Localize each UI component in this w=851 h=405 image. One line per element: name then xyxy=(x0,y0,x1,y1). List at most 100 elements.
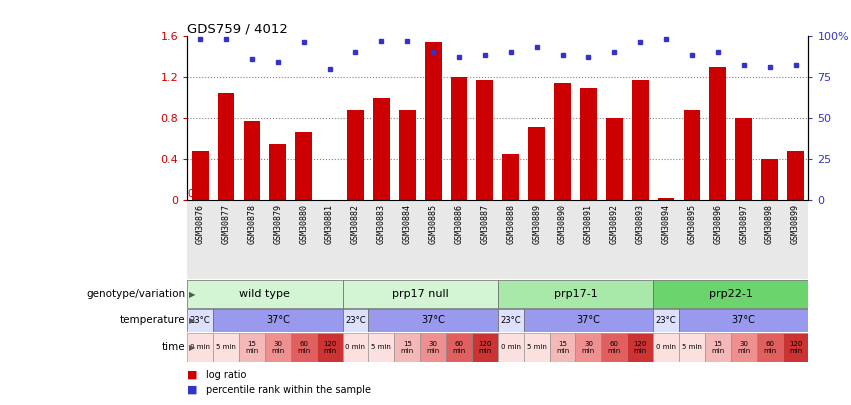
Bar xyxy=(368,309,498,332)
Bar xyxy=(291,333,317,362)
Text: temperature: temperature xyxy=(120,315,186,325)
Text: GSM30876: GSM30876 xyxy=(196,205,204,245)
Text: 60
min: 60 min xyxy=(763,341,776,354)
Text: 5 min: 5 min xyxy=(216,344,236,350)
Text: ▶: ▶ xyxy=(189,316,196,325)
Text: 23°C: 23°C xyxy=(656,316,677,325)
Text: genotype/variation: genotype/variation xyxy=(87,289,186,299)
Text: 23°C: 23°C xyxy=(346,316,366,325)
Text: GSM30896: GSM30896 xyxy=(713,205,722,245)
Bar xyxy=(735,118,752,200)
Bar xyxy=(270,144,286,200)
Text: wild type: wild type xyxy=(239,289,290,299)
Bar xyxy=(679,333,705,362)
Bar xyxy=(627,333,653,362)
Text: 0: 0 xyxy=(187,189,193,199)
Bar xyxy=(213,333,239,362)
Bar xyxy=(783,333,808,362)
Bar xyxy=(658,198,675,200)
Bar xyxy=(710,67,726,200)
Text: 30
min: 30 min xyxy=(271,341,284,354)
Text: GSM30884: GSM30884 xyxy=(403,205,412,245)
Bar xyxy=(653,333,679,362)
Bar xyxy=(295,132,312,200)
Bar xyxy=(342,333,368,362)
Bar xyxy=(523,309,653,332)
Text: prp22-1: prp22-1 xyxy=(709,289,753,299)
Bar xyxy=(498,280,653,308)
Bar xyxy=(191,151,208,200)
Text: 0 min: 0 min xyxy=(190,344,210,350)
Text: GSM30887: GSM30887 xyxy=(481,205,489,245)
Text: 5 min: 5 min xyxy=(371,344,391,350)
Text: GSM30888: GSM30888 xyxy=(506,205,515,245)
Text: 15
min: 15 min xyxy=(401,341,414,354)
Bar xyxy=(550,333,575,362)
Bar xyxy=(653,309,679,332)
Text: 60
min: 60 min xyxy=(453,341,465,354)
Text: GSM30880: GSM30880 xyxy=(300,205,308,245)
Bar xyxy=(705,333,731,362)
Bar xyxy=(580,88,597,200)
Text: 37°C: 37°C xyxy=(732,315,756,325)
Text: GSM30881: GSM30881 xyxy=(325,205,334,245)
Bar xyxy=(606,118,623,200)
Text: 5 min: 5 min xyxy=(527,344,546,350)
Bar xyxy=(218,93,235,200)
Text: GSM30897: GSM30897 xyxy=(740,205,748,245)
Bar xyxy=(472,333,498,362)
Bar xyxy=(342,309,368,332)
Text: 5 min: 5 min xyxy=(682,344,702,350)
Text: GSM30877: GSM30877 xyxy=(221,205,231,245)
Bar xyxy=(420,333,446,362)
Bar xyxy=(523,333,550,362)
Text: 60
min: 60 min xyxy=(297,341,311,354)
Bar xyxy=(187,280,342,308)
Text: GSM30883: GSM30883 xyxy=(377,205,386,245)
Text: 30
min: 30 min xyxy=(582,341,595,354)
Text: 37°C: 37°C xyxy=(421,315,445,325)
Bar xyxy=(394,333,420,362)
Text: GDS759 / 4012: GDS759 / 4012 xyxy=(187,22,288,35)
Text: 120
min: 120 min xyxy=(633,341,647,354)
Bar xyxy=(679,309,808,332)
Text: ■: ■ xyxy=(187,369,197,379)
Bar xyxy=(502,154,519,200)
Bar xyxy=(265,333,291,362)
Text: GSM30895: GSM30895 xyxy=(688,205,696,245)
Bar xyxy=(653,280,808,308)
Text: GSM30894: GSM30894 xyxy=(661,205,671,245)
Bar xyxy=(554,83,571,200)
Text: 30
min: 30 min xyxy=(737,341,751,354)
Text: prp17 null: prp17 null xyxy=(391,289,448,299)
Bar xyxy=(498,309,523,332)
Text: time: time xyxy=(162,342,186,352)
Text: 0 min: 0 min xyxy=(500,344,521,350)
Bar xyxy=(528,127,545,200)
Text: GSM30878: GSM30878 xyxy=(248,205,256,245)
Text: ▶: ▶ xyxy=(189,290,196,298)
Text: GSM30889: GSM30889 xyxy=(532,205,541,245)
Text: 15
min: 15 min xyxy=(556,341,569,354)
Text: prp17-1: prp17-1 xyxy=(554,289,597,299)
Bar xyxy=(631,79,648,200)
Bar xyxy=(683,110,700,200)
Text: GSM30882: GSM30882 xyxy=(351,205,360,245)
Bar xyxy=(498,333,523,362)
Bar xyxy=(450,77,467,200)
Text: 120
min: 120 min xyxy=(323,341,336,354)
Text: GSM30892: GSM30892 xyxy=(610,205,619,245)
Text: 120
min: 120 min xyxy=(789,341,802,354)
Text: ▶: ▶ xyxy=(189,343,196,352)
Text: 37°C: 37°C xyxy=(576,315,600,325)
Bar xyxy=(317,333,342,362)
Bar xyxy=(239,333,265,362)
Text: percentile rank within the sample: percentile rank within the sample xyxy=(206,385,371,395)
Bar xyxy=(425,42,442,200)
Text: 0 min: 0 min xyxy=(656,344,676,350)
Text: 15
min: 15 min xyxy=(711,341,724,354)
Text: GSM30879: GSM30879 xyxy=(273,205,283,245)
Bar xyxy=(477,79,494,200)
Text: ■: ■ xyxy=(187,385,197,395)
Text: 15
min: 15 min xyxy=(245,341,259,354)
